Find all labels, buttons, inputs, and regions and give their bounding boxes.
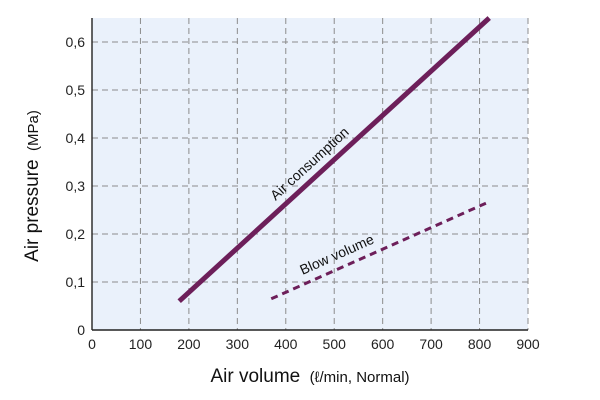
plot-area [92, 18, 528, 330]
grid [92, 18, 529, 330]
x-tick-label: 700 [419, 336, 443, 352]
x-tick-label: 100 [129, 336, 153, 352]
x-tick-label: 600 [371, 336, 395, 352]
y-tick-label: 0,6 [66, 34, 86, 50]
x-tick-label: 900 [516, 336, 540, 352]
x-tick-label: 300 [226, 336, 250, 352]
y-axis-title: Air pressure (MPa) [22, 110, 43, 262]
x-tick-label: 200 [177, 336, 201, 352]
tick-labels: 0 100 200 300 400 500 600 700 800 900 0 0,1 0,2 0,3 0,… [66, 34, 540, 352]
series-line-air-consumption [177, 16, 491, 304]
x-tick-label: 500 [323, 336, 347, 352]
y-tick-label: 0,5 [66, 82, 86, 98]
y-tick-label: 0 [77, 322, 85, 338]
y-axis-title-main: Air pressure [22, 159, 43, 261]
y-tick-label: 0,4 [66, 130, 86, 146]
y-tick-label: 0,1 [66, 274, 86, 290]
y-tick-label: 0,2 [66, 226, 86, 242]
x-axis-title: Air volume (ℓ/min, Normal) [210, 366, 409, 387]
x-tick-label: 800 [468, 336, 492, 352]
series-line-blow-volume [270, 201, 488, 301]
x-axis-title-main: Air volume [210, 366, 300, 387]
y-tick-label: 0,3 [66, 178, 86, 194]
x-tick-label: 0 [88, 336, 96, 352]
y-axis-title-unit: (MPa) [25, 110, 42, 151]
x-axis-title-unit: (ℓ/min, Normal) [310, 369, 410, 386]
x-tick-label: 400 [274, 336, 298, 352]
